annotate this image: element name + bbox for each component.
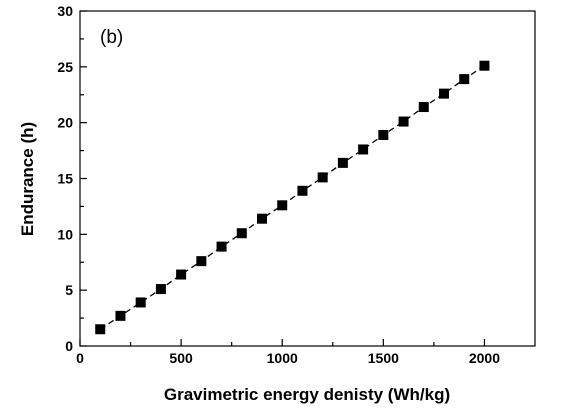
y-tick-label: 10 (57, 226, 73, 242)
data-point (95, 324, 106, 335)
data-point (216, 241, 227, 252)
data-point (479, 60, 490, 71)
data-point (439, 88, 449, 99)
y-tick-label: 0 (65, 338, 73, 354)
y-tick-label: 15 (57, 171, 73, 187)
data-point (135, 297, 146, 308)
data-point (378, 129, 389, 140)
x-tick-label: 1500 (368, 350, 399, 366)
y-tick-label: 20 (57, 115, 73, 131)
y-tick-label: 30 (57, 3, 73, 19)
data-point (196, 256, 207, 267)
data-point (358, 144, 369, 155)
data-point (257, 213, 267, 224)
series-line (99, 65, 485, 330)
data-point (297, 185, 308, 196)
data-point (236, 228, 247, 239)
data-point (176, 269, 187, 280)
x-axis-label: Gravimetric energy denisty (Wh/kg) (164, 385, 450, 404)
data-point (317, 172, 328, 183)
plot-frame (79, 10, 536, 347)
panel-label: (b) (100, 27, 123, 48)
data-point (155, 284, 166, 295)
data-point (418, 102, 429, 113)
y-tick-label: 5 (65, 282, 73, 298)
y-tick-label: 25 (57, 59, 73, 75)
data-point (277, 200, 288, 211)
x-tick-label: 1000 (267, 350, 298, 366)
y-axis-label: Endurance (h) (18, 122, 37, 236)
x-tick-label: 2000 (469, 350, 500, 366)
data-point (459, 74, 470, 85)
x-tick-label: 0 (76, 350, 84, 366)
x-tick-label: 500 (169, 350, 193, 366)
data-point (398, 116, 409, 127)
data-point (337, 157, 348, 168)
series-layer (95, 60, 490, 335)
data-point (115, 310, 126, 321)
axes: 0 500 1000 1500 2000 0 5 10 15 20 25 30 (57, 3, 536, 366)
